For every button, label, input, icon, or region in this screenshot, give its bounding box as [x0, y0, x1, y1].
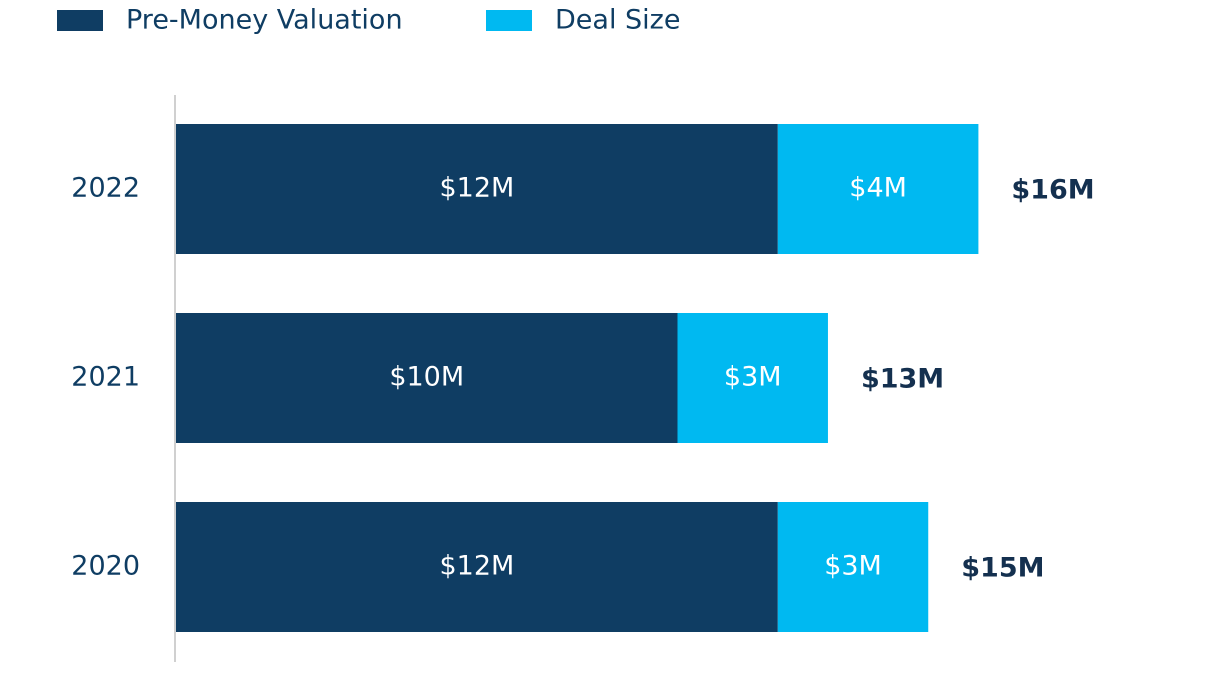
- bar-segment: [777, 124, 979, 254]
- total-label: $16M: [1011, 175, 1094, 206]
- legend-label: Pre-Money Valuation: [126, 5, 403, 36]
- bar-segment: [176, 313, 678, 443]
- bar-value-label: $10M: [389, 362, 464, 393]
- y-tick-label: 2022: [71, 173, 140, 204]
- total-label: $15M: [961, 553, 1044, 584]
- bar-value-label: $4M: [849, 173, 907, 204]
- legend-swatch: [57, 10, 103, 31]
- y-tick-label: 2021: [71, 362, 140, 393]
- legend-label: Deal Size: [555, 5, 680, 36]
- y-tick-label: 2020: [71, 551, 140, 582]
- bar-value-label: $12M: [439, 551, 514, 582]
- total-label: $13M: [861, 364, 944, 395]
- bar-segment: [176, 502, 778, 632]
- bar-value-label: $3M: [824, 551, 882, 582]
- bar-segment: [777, 502, 929, 632]
- bar-value-label: $12M: [439, 173, 514, 204]
- bar-segment: [677, 313, 828, 443]
- bar-segment: [176, 124, 778, 254]
- bar-value-label: $3M: [724, 362, 782, 393]
- legend-swatch: [486, 10, 532, 31]
